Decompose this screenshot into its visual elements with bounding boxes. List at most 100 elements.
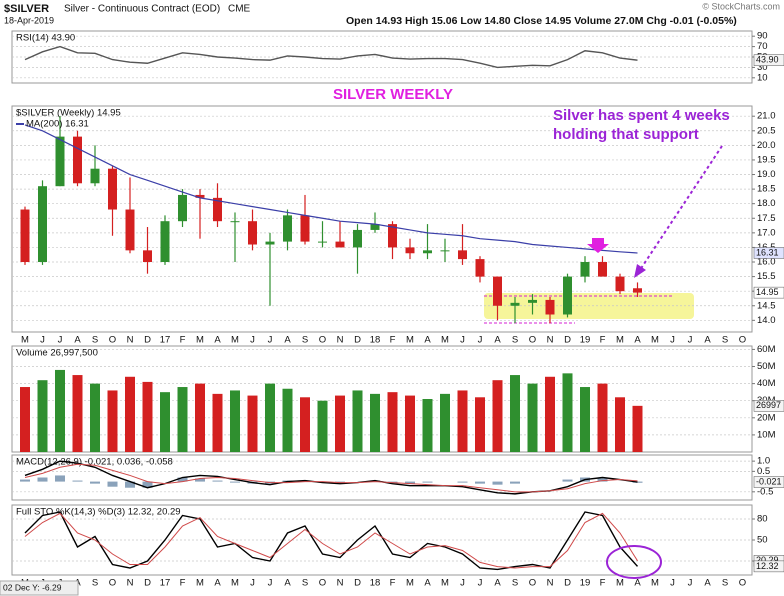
histogram-bar	[422, 481, 433, 483]
histogram-bar	[177, 477, 188, 482]
volume-bar	[247, 395, 258, 452]
histogram-bar	[72, 480, 83, 482]
x-tick-label: O	[739, 578, 746, 589]
histogram-bar	[562, 479, 573, 482]
volume-bar	[405, 395, 415, 452]
y-tick-label: 60M	[757, 344, 776, 355]
candle-body	[370, 224, 380, 230]
x-tick-label: S	[722, 578, 728, 589]
volume-bar	[55, 369, 65, 452]
volume-bar	[475, 397, 485, 452]
candle-body	[615, 276, 625, 292]
x-tick-label: J	[670, 578, 675, 589]
volume-bar	[457, 390, 468, 452]
panel-label: $SILVER (Weekly) 14.95	[16, 108, 121, 119]
value-tag-label: 14.95	[756, 287, 779, 297]
y-tick-label: 20.5	[757, 125, 776, 136]
panel-frame	[11, 105, 753, 333]
x-tick-label: M	[441, 335, 449, 346]
series-line	[24, 45, 638, 69]
x-tick-label: J	[268, 335, 273, 346]
x-tick-label: A	[424, 578, 431, 589]
candle-body	[545, 299, 555, 315]
x-tick-label: N	[127, 578, 134, 589]
histogram-bar	[632, 481, 643, 483]
histogram-bar	[37, 477, 48, 482]
volume-bar	[90, 383, 100, 452]
y-tick-label: 17.0	[757, 227, 776, 238]
x-tick-label: M	[651, 335, 659, 346]
volume-bar	[352, 390, 363, 452]
histogram-bar	[475, 481, 485, 484]
value-tag-label: 43.90	[756, 55, 779, 65]
x-tick-label: A	[494, 578, 501, 589]
candle-body	[405, 247, 415, 254]
volume-bar	[510, 375, 520, 452]
y-tick-label: -0.5	[757, 486, 773, 497]
value-tag	[753, 54, 784, 66]
x-tick-label: A	[704, 578, 711, 589]
x-tick-label: 19	[580, 335, 591, 346]
annotation-title: SILVER WEEKLY	[333, 86, 453, 103]
value-tag	[753, 560, 784, 573]
x-tick-label: M	[406, 335, 414, 346]
volume-bar	[72, 375, 83, 452]
x-tick-label: M	[651, 578, 659, 589]
candle-body	[475, 259, 485, 277]
candle-body	[353, 229, 362, 248]
histogram-bar	[125, 481, 135, 488]
volume-bar	[597, 383, 608, 452]
x-tick-label: N	[337, 578, 344, 589]
histogram-bar	[597, 478, 608, 482]
volume-bar	[370, 393, 380, 452]
x-tick-label: S	[92, 335, 98, 346]
down-arrow	[587, 238, 609, 253]
volume-bar	[195, 383, 205, 452]
x-tick-label: 18	[370, 578, 381, 589]
x-tick-label: J	[688, 578, 693, 589]
histogram-bar	[457, 481, 468, 483]
panel-label: RSI(14) 43.90	[16, 33, 75, 44]
volume-bar	[632, 405, 643, 452]
value-tag-label: 26997	[756, 400, 781, 410]
candle-body	[160, 221, 170, 263]
volume-bar	[545, 376, 555, 452]
x-tick-label: A	[494, 335, 501, 346]
candle-body	[528, 299, 537, 303]
annotation: Silver has spent 4 weeks	[553, 107, 730, 124]
x-tick-label: D	[354, 335, 361, 346]
volume-bar	[265, 383, 275, 452]
series-line	[24, 512, 638, 569]
x-tick-label: N	[547, 335, 554, 346]
x-tick-label: A	[424, 335, 431, 346]
panel-label: MACD(12,26,9) -0.021, 0.036, -0.058	[16, 457, 173, 468]
y-tick-label: 30	[757, 62, 768, 73]
candle-body	[335, 241, 345, 248]
x-tick-label: A	[74, 335, 81, 346]
y-tick-label: 14.0	[757, 315, 776, 326]
y-tick-label: 1.0	[757, 456, 770, 467]
x-tick-label: O	[529, 335, 536, 346]
candle-body	[178, 194, 187, 222]
histogram-bar	[212, 480, 223, 482]
x-tick-label: A	[284, 335, 291, 346]
volume-bar	[317, 400, 328, 452]
y-tick-label: 70	[757, 41, 768, 52]
candle-body	[440, 250, 450, 252]
candle-body	[108, 168, 117, 210]
candle-body	[248, 221, 257, 245]
x-tick-label: S	[302, 335, 308, 346]
volume-bar	[212, 393, 223, 452]
x-tick-label: O	[109, 578, 116, 589]
symbol: $SILVER	[4, 3, 49, 15]
candle-body	[388, 224, 397, 248]
histogram-bar	[90, 481, 100, 484]
x-tick-label: M	[616, 335, 624, 346]
candle-body	[125, 209, 135, 251]
highlight-ellipse	[606, 545, 662, 579]
histogram-bar	[335, 481, 345, 483]
x-tick-label: O	[109, 335, 116, 346]
x-tick-label: M	[406, 578, 414, 589]
annotation-arrow	[639, 145, 723, 271]
